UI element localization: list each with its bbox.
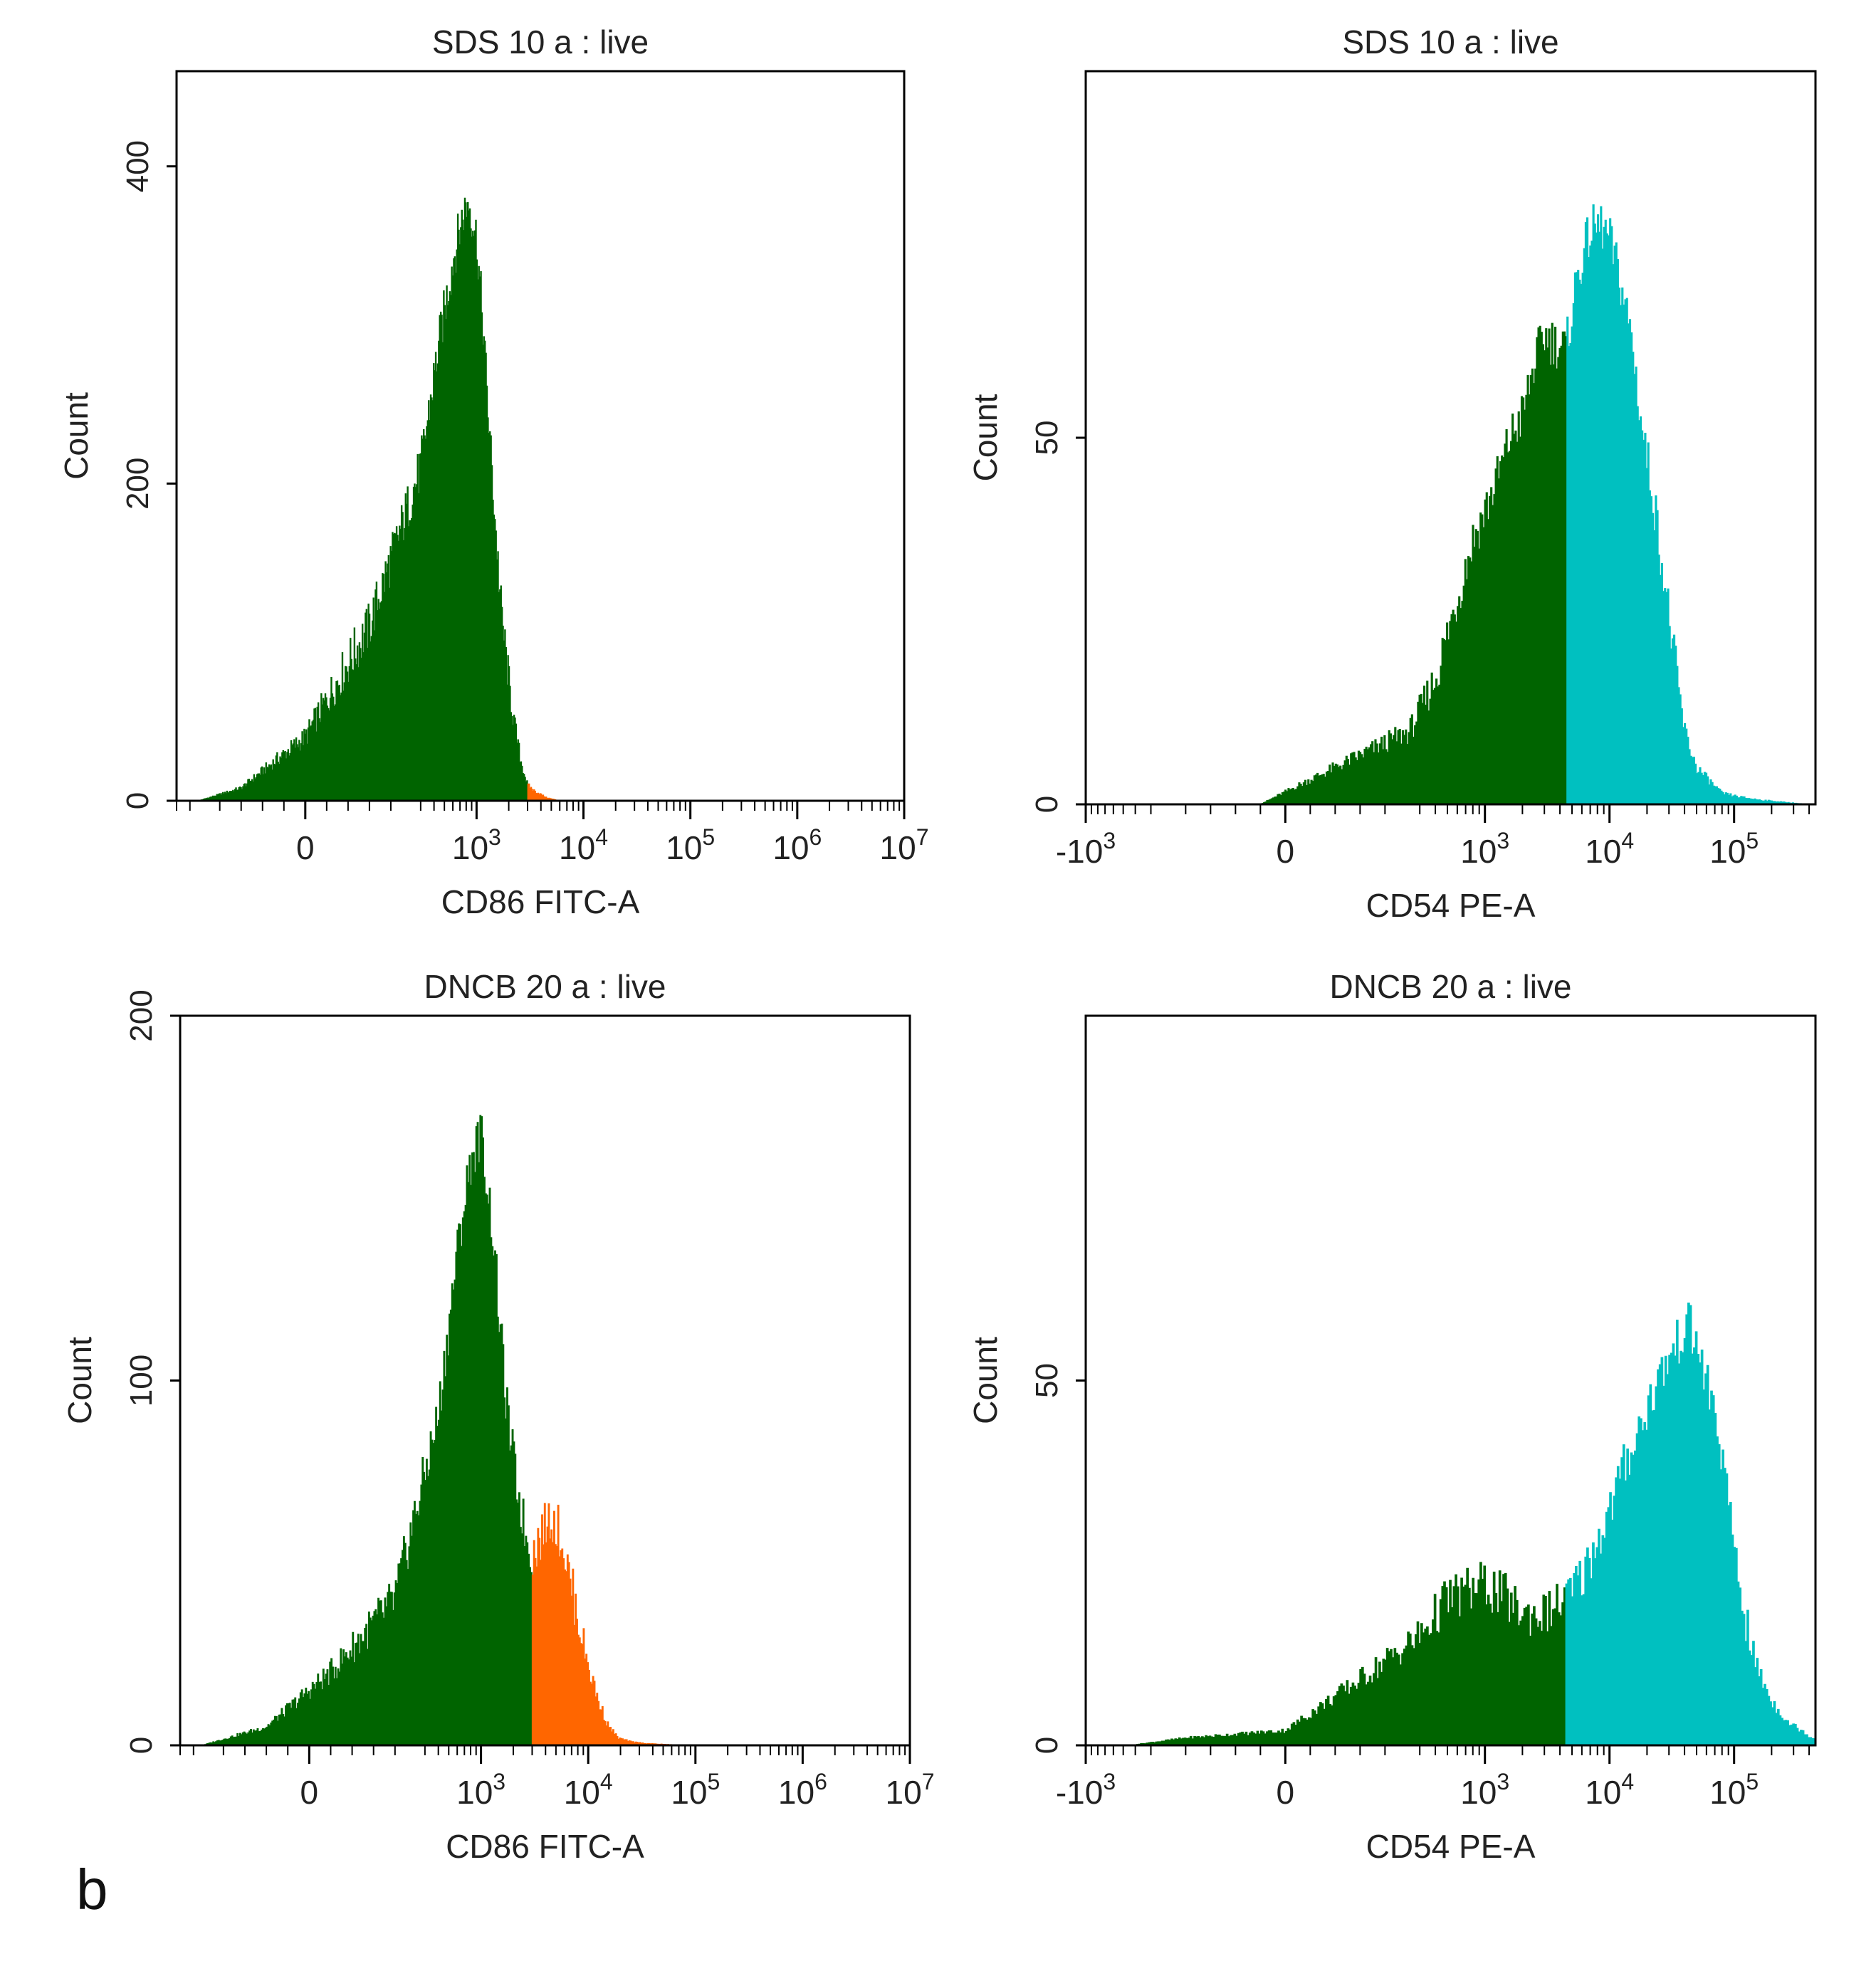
x-tick-label: 104 (1585, 1769, 1634, 1811)
y-axis-label: Count (967, 394, 1004, 481)
y-axis-label: Count (58, 392, 95, 480)
x-tick-label: 103 (1460, 828, 1509, 870)
x-axis-label: CD86 FITC-A (441, 883, 640, 920)
panel-sds-cd86: SDS 10 a : live CD86 FITC-A Count 0 200 400 0 1… (58, 23, 928, 920)
y-tick-label: 50 (1029, 1363, 1064, 1398)
x-tick-label: 0 (1277, 833, 1295, 870)
histogram-positive-fill (531, 1503, 686, 1746)
panel-sds-cd54: SDS 10 a : live CD54 PE-A Count 0 50 -103 0 103… (967, 23, 1817, 924)
x-tick-label: 107 (886, 1769, 935, 1811)
chart-title: SDS 10 a : live (432, 23, 649, 61)
x-tick-label: 105 (1709, 1769, 1759, 1811)
x-tick-label: 0 (300, 1774, 319, 1811)
x-tick-label: 105 (671, 1769, 720, 1811)
x-tick-label: 0 (1277, 1774, 1295, 1811)
x-axis-label: CD54 PE-A (1366, 1828, 1536, 1865)
x-tick-label: 103 (456, 1769, 505, 1811)
x-axis-label: CD54 PE-A (1366, 887, 1536, 924)
figure-panel-letter: b (76, 1858, 108, 1921)
histogram-negative-fill (1259, 322, 1568, 805)
histogram-positive-fill (527, 783, 560, 801)
y-tick-label: 0 (124, 1737, 159, 1754)
histogram-negative-fill (1128, 1562, 1566, 1746)
y-tick-label: 100 (124, 1355, 159, 1407)
y-tick-label: 200 (120, 458, 155, 510)
y-tick-label: 50 (1029, 421, 1064, 456)
x-tick-label: 0 (296, 829, 315, 866)
chart-title: DNCB 20 a : live (424, 968, 666, 1005)
plot-frame (175, 70, 906, 802)
x-tick-label: 104 (559, 824, 608, 866)
chart-title: SDS 10 a : live (1342, 23, 1558, 61)
y-tick-label: 0 (1029, 1737, 1064, 1754)
y-axis-label: Count (61, 1337, 98, 1424)
x-tick-label: 106 (772, 824, 822, 866)
histogram-positive-fill (1566, 204, 1810, 805)
y-tick-label: 0 (1029, 796, 1064, 813)
chart-title: DNCB 20 a : live (1329, 968, 1571, 1005)
panel-dncb-cd86: DNCB 20 a : live CD86 FITC-A Count 0 100 200 0… (61, 968, 934, 1865)
histogram-positive-fill (1565, 1302, 1816, 1746)
y-tick-label: 400 (120, 140, 155, 192)
y-tick-label: 0 (120, 792, 155, 809)
x-tick-label: 105 (666, 824, 715, 866)
x-tick-label: -103 (1056, 828, 1116, 870)
histogram-negative-fill (201, 1115, 533, 1746)
x-tick-label: 107 (880, 824, 929, 866)
y-tick-label: 200 (124, 989, 159, 1041)
x-tick-label: 104 (1585, 828, 1634, 870)
x-tick-label: 105 (1709, 828, 1759, 870)
panel-dncb-cd54: DNCB 20 a : live CD54 PE-A Count 0 50 -103 0 10… (967, 968, 1817, 1865)
x-tick-label: 103 (1460, 1769, 1509, 1811)
x-tick-label: 103 (452, 824, 501, 866)
histogram-negative-fill (198, 197, 528, 801)
x-axis-label: CD86 FITC-A (446, 1828, 644, 1865)
y-axis-label: Count (967, 1337, 1004, 1424)
x-tick-label: 104 (564, 1769, 613, 1811)
x-tick-label: 106 (778, 1769, 827, 1811)
x-tick-label: -103 (1056, 1769, 1116, 1811)
